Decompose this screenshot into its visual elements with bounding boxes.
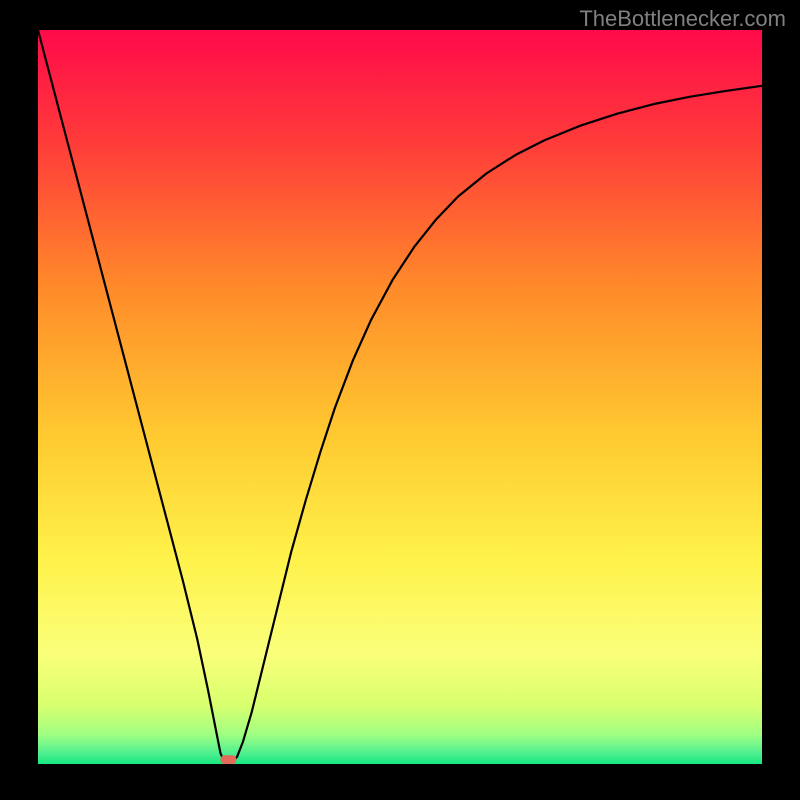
- plot-background-gradient: [38, 30, 762, 764]
- bottleneck-chart: [0, 0, 800, 800]
- chart-container: TheBottlenecker.com: [0, 0, 800, 800]
- optimal-point-marker: [220, 755, 236, 764]
